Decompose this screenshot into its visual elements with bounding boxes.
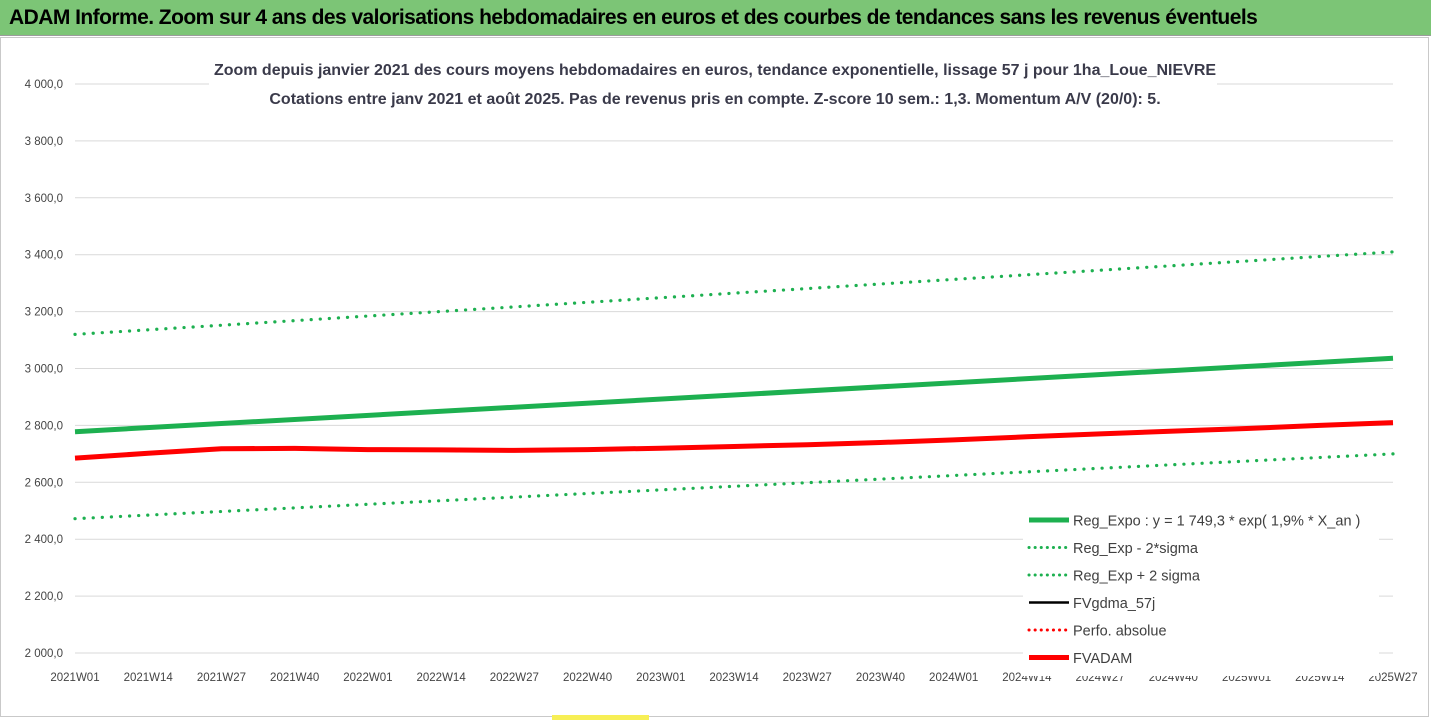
x-tick-label: 2021W01 <box>50 672 99 684</box>
chart-subtitle: Cotations entre janv 2021 et août 2025. … <box>269 91 1160 108</box>
y-tick-label: 2 800,0 <box>25 420 63 432</box>
banner-title: ADAM Informe. Zoom sur 4 ans des valoris… <box>9 6 1258 29</box>
title-background <box>209 55 1217 117</box>
x-tick-label: 2025W27 <box>1368 672 1417 684</box>
x-tick-label: 2022W14 <box>416 672 466 684</box>
y-tick-label: 2 400,0 <box>25 534 63 546</box>
x-axis-ticks: 2021W01 2021W14 2021W27 2021W40 2022W01 2022W… <box>50 672 1417 684</box>
x-tick-label: 2024W01 <box>929 672 978 684</box>
x-tick-label: 2021W14 <box>124 672 174 684</box>
x-tick-label: 2021W27 <box>197 672 246 684</box>
series-line <box>74 420 1394 461</box>
x-tick-label: 2022W01 <box>343 672 392 684</box>
y-axis-ticks: 4 000,0 3 800,0 3 600,0 3 400,0 3 200,0 3 000… <box>25 79 63 660</box>
series-line <box>73 250 1395 336</box>
x-tick-label: 2023W27 <box>783 672 832 684</box>
series-line <box>74 355 1394 435</box>
legend-label: Perfo. absolue <box>1073 624 1167 640</box>
x-tick-label: 2023W40 <box>856 672 905 684</box>
legend-label: Reg_Exp - 2*sigma <box>1073 541 1199 557</box>
y-tick-label: 2 200,0 <box>25 591 63 603</box>
y-tick-label: 2 000,0 <box>25 648 63 660</box>
legend: Reg_Expo : y = 1 749,3 * exp( 1,9% * X_a… <box>1023 504 1379 676</box>
chart-area: 4 000,0 3 800,0 3 600,0 3 400,0 3 200,0 3 000… <box>0 37 1429 717</box>
x-tick-label: 2021W40 <box>270 672 319 684</box>
y-tick-label: 2 600,0 <box>25 477 63 489</box>
y-tick-label: 3 000,0 <box>25 364 63 376</box>
x-tick-label: 2023W01 <box>636 672 685 684</box>
legend-label: Reg_Expo : y = 1 749,3 * exp( 1,9% * X_a… <box>1073 514 1360 530</box>
y-tick-label: 3 400,0 <box>25 250 63 262</box>
chart-svg: 4 000,0 3 800,0 3 600,0 3 400,0 3 200,0 3 000… <box>25 55 1418 684</box>
chart-title: Zoom depuis janvier 2021 des cours moyen… <box>214 62 1216 79</box>
sheet-tab-indicator <box>552 715 649 720</box>
x-tick-label: 2022W27 <box>490 672 539 684</box>
series-line <box>73 452 1395 521</box>
y-tick-label: 3 200,0 <box>25 307 63 319</box>
y-tick-label: 3 800,0 <box>25 136 63 148</box>
x-tick-label: 2023W14 <box>709 672 759 684</box>
x-tick-label: 2022W40 <box>563 672 612 684</box>
legend-label: Reg_Exp + 2 sigma <box>1073 569 1201 585</box>
series-lines <box>73 250 1395 521</box>
legend-background <box>1023 504 1379 676</box>
legend-label: FVADAM <box>1073 651 1132 667</box>
legend-label: FVgdma_57j <box>1073 596 1155 612</box>
report-banner: ADAM Informe. Zoom sur 4 ans des valoris… <box>0 0 1431 36</box>
y-tick-label: 3 600,0 <box>25 193 63 205</box>
y-tick-label: 4 000,0 <box>25 79 63 91</box>
